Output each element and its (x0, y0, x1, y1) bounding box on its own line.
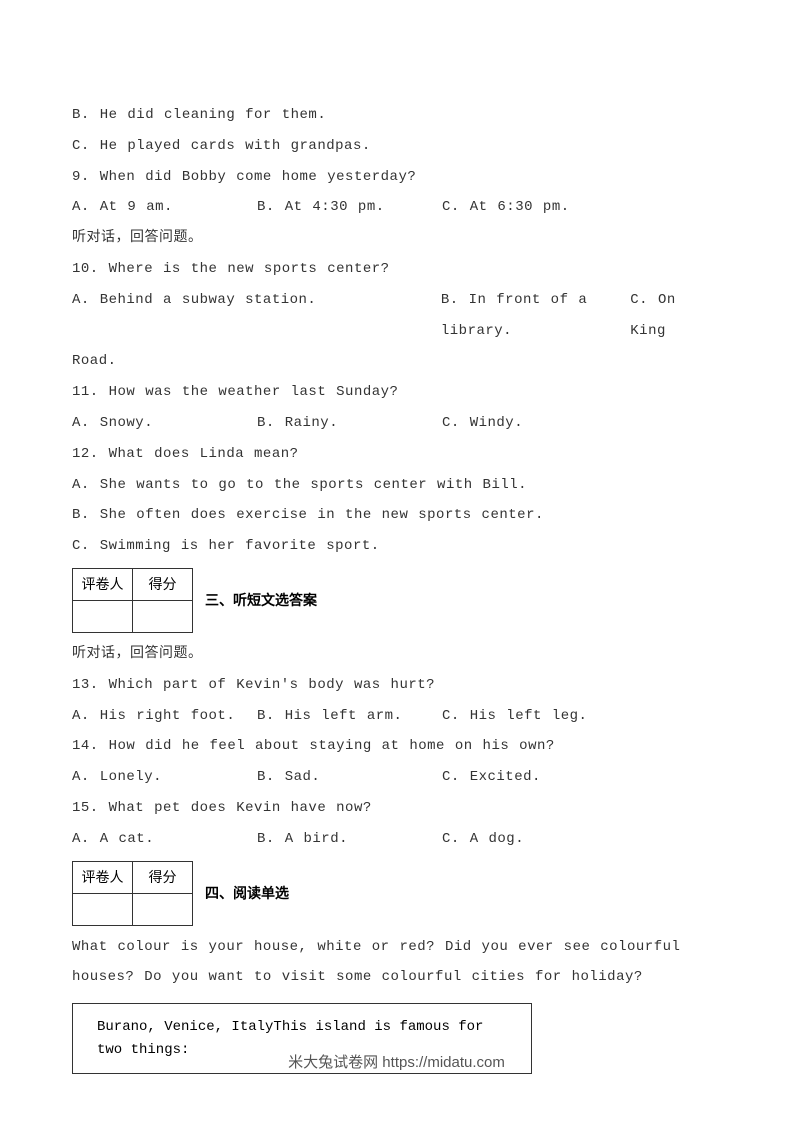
q10-option-b: B. In front of a library. (441, 285, 630, 347)
q9-options: A. At 9 am. B. At 4:30 pm. C. At 6:30 pm… (72, 192, 721, 223)
score-table-col1: 评卷人 (73, 568, 133, 600)
q10-option-c: C. On King (630, 285, 721, 347)
q14-option-b: B. Sad. (257, 762, 442, 793)
instruction-1: 听对话，回答问题。 (72, 223, 721, 254)
q15-option-c: C. A dog. (442, 824, 524, 855)
q12-option-b: B. She often does exercise in the new sp… (72, 500, 721, 531)
q11-option-b: B. Rainy. (257, 408, 442, 439)
q10-options-row1: A. Behind a subway station. B. In front … (72, 285, 721, 347)
q12-stem: 12. What does Linda mean? (72, 439, 721, 470)
section-3-header: 评卷人 得分 三、听短文选答案 (72, 568, 721, 633)
q8-option-c: C. He played cards with grandpas. (72, 131, 721, 162)
score-table-3: 评卷人 得分 (72, 568, 193, 633)
q11-option-c: C. Windy. (442, 408, 523, 439)
q14-option-a: A. Lonely. (72, 762, 257, 793)
score-table-cell-empty2 (133, 600, 193, 632)
footer-text: 米大兔试卷网 https://midatu.com (0, 1051, 793, 1072)
section-4-title: 四、阅读单选 (205, 883, 289, 903)
q11-options: A. Snowy. B. Rainy. C. Windy. (72, 408, 721, 439)
q10-option-c-cont: Road. (72, 346, 721, 377)
q13-option-a: A. His right foot. (72, 701, 257, 732)
q9-stem: 9. When did Bobby come home yesterday? (72, 162, 721, 193)
score-table-4-cell-empty2 (133, 893, 193, 925)
section-4-header: 评卷人 得分 四、阅读单选 (72, 861, 721, 926)
q15-option-b: B. A bird. (257, 824, 442, 855)
q13-stem: 13. Which part of Kevin's body was hurt? (72, 670, 721, 701)
instruction-2: 听对话，回答问题。 (72, 639, 721, 670)
q13-option-c: C. His left leg. (442, 701, 587, 732)
score-table-4-cell-empty1 (73, 893, 133, 925)
q14-stem: 14. How did he feel about staying at hom… (72, 731, 721, 762)
q9-option-c: C. At 6:30 pm. (442, 192, 570, 223)
score-table-4: 评卷人 得分 (72, 861, 193, 926)
score-table-4-col1: 评卷人 (73, 861, 133, 893)
q15-options: A. A cat. B. A bird. C. A dog. (72, 824, 721, 855)
section-3-title: 三、听短文选答案 (205, 590, 317, 610)
q10-stem: 10. Where is the new sports center? (72, 254, 721, 285)
q9-option-a: A. At 9 am. (72, 192, 257, 223)
passage-intro: What colour is your house, white or red?… (72, 932, 721, 994)
q10-option-a: A. Behind a subway station. (72, 285, 441, 347)
q15-stem: 15. What pet does Kevin have now? (72, 793, 721, 824)
score-table-col2: 得分 (133, 568, 193, 600)
q8-option-b: B. He did cleaning for them. (72, 100, 721, 131)
q11-option-a: A. Snowy. (72, 408, 257, 439)
q14-option-c: C. Excited. (442, 762, 541, 793)
q12-option-a: A. She wants to go to the sports center … (72, 470, 721, 501)
score-table-4-col2: 得分 (133, 861, 193, 893)
q9-option-b: B. At 4:30 pm. (257, 192, 442, 223)
q15-option-a: A. A cat. (72, 824, 257, 855)
q11-stem: 11. How was the weather last Sunday? (72, 377, 721, 408)
score-table-cell-empty1 (73, 600, 133, 632)
q13-option-b: B. His left arm. (257, 701, 442, 732)
q14-options: A. Lonely. B. Sad. C. Excited. (72, 762, 721, 793)
q12-option-c: C. Swimming is her favorite sport. (72, 531, 721, 562)
q13-options: A. His right foot. B. His left arm. C. H… (72, 701, 721, 732)
